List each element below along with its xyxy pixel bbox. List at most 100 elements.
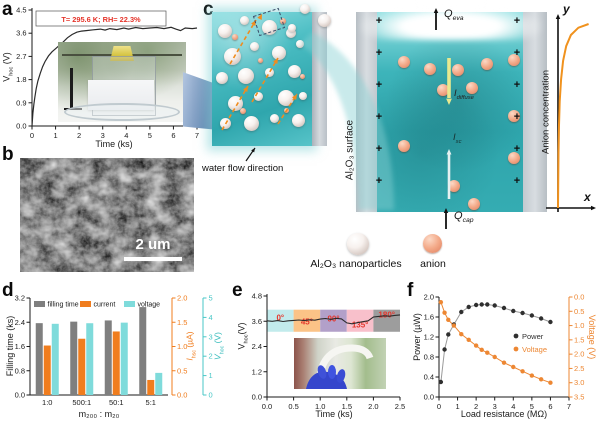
anion-icon: [452, 64, 464, 76]
category-label: 1:0: [42, 398, 52, 407]
x-tick-label: 1.5: [342, 402, 352, 411]
sem-noise-fine: [20, 158, 194, 272]
q-cap-label: Qcap: [454, 210, 474, 224]
voltage-point: [479, 347, 484, 353]
power-point: [459, 309, 464, 315]
anion-icon: [280, 18, 286, 24]
flow-arrowhead: [243, 86, 248, 92]
label-sub: sc: [455, 138, 462, 145]
y-axis-symbol: y: [563, 2, 570, 16]
voltage-point: [466, 337, 471, 343]
x-tick-label: 4: [124, 131, 128, 140]
al2o3-nanoparticle-icon: [288, 65, 301, 78]
voltage-tick-label: 1: [209, 371, 213, 380]
flow-arrow: [277, 93, 298, 125]
angle-label: 45°: [301, 318, 313, 327]
anion-icon: [481, 58, 493, 70]
y-tick-label: 0.0: [16, 122, 26, 131]
anion-icon: [240, 108, 246, 114]
y-tick-label: 0.8: [15, 366, 25, 375]
al2o3-nanoparticle-icon: [286, 28, 296, 38]
al2o3-nanoparticle-icon: [272, 46, 286, 60]
x-tick-label: 3: [101, 131, 105, 140]
y-tick-label: 0.0: [252, 393, 262, 402]
category-label: 5:1: [146, 398, 156, 407]
charge-plus: +: [376, 47, 382, 59]
i-diffuse-label: Idiffuse: [454, 88, 474, 101]
anion-icon: [424, 63, 436, 75]
y2-tick-label: 2.5: [574, 364, 584, 373]
y-tick-label: 0.0: [424, 393, 434, 402]
voltage-point: [446, 317, 451, 323]
binder-clip-image: [110, 46, 134, 61]
legend-swatch: [124, 301, 135, 307]
al2o3-nanoparticle-icon: [244, 116, 259, 131]
label-unit: (V): [236, 322, 247, 335]
current-tick-label: 2.0: [177, 294, 187, 303]
bent-film-photo-art: [306, 344, 374, 389]
panel-e-y-axis-label: Vhoc(V): [237, 322, 250, 349]
panel-f-y2-axis-label: Voltage (V): [587, 314, 597, 360]
x-tick-label: 0.0: [262, 402, 272, 411]
power-point: [501, 305, 507, 311]
voltage-tick-label: 3: [209, 332, 213, 341]
y-tick-label: 4.8: [252, 292, 262, 301]
y-tick-label: 4.5: [16, 6, 26, 15]
al2o3-nanoparticle-icon: [278, 90, 294, 106]
q-eva-arrowhead: [433, 8, 439, 14]
voltage-point: [529, 373, 535, 378]
panel-a-chart: 0 1 2 3 4 5 6 7 0.0 0.9 1.8 2.7 3.6 4.5 T= 295.6 K; RH…: [16, 6, 199, 141]
panel-d-y-axis-label: Filling time (ks): [5, 315, 15, 377]
panel-b-label: b: [2, 144, 14, 165]
legend-power-label: Power: [522, 332, 544, 341]
nanoparticle-legend-label: Al₂O₃ nanoparticles: [310, 258, 402, 270]
y-tick-label: 0.4: [424, 373, 434, 382]
voltage-tick-label: 2: [209, 352, 213, 361]
panel-f-y-axis-label: Power (µW): [412, 313, 422, 361]
y2-tick-label: 1.5: [574, 335, 584, 344]
label-unit: (µA): [184, 331, 195, 351]
bar-filling-time: [35, 323, 43, 395]
blue-glove-image: [306, 371, 347, 389]
flow-arrow: [229, 19, 257, 65]
power-point: [479, 302, 484, 307]
q-eva-label: Qeva: [444, 8, 464, 22]
y-tick-label: 2.7: [16, 52, 26, 61]
annotation-box: [35, 10, 167, 27]
legend-voltage-label: Voltage: [522, 345, 547, 354]
y-tick-label: 1.2: [252, 367, 262, 376]
panel-f-x-axis-label: Load resistance (MΩ): [460, 409, 548, 419]
petri-dish-image: [64, 103, 180, 121]
x-tick-label: 4: [511, 402, 515, 411]
x-tick-label: 6: [171, 131, 175, 140]
anion-icon: [232, 34, 238, 40]
power-point: [485, 302, 490, 307]
y-tick-label: 3.6: [252, 317, 262, 326]
label-base: Q: [454, 210, 463, 222]
power-point: [442, 347, 447, 352]
x-tick-label: 2.5: [395, 402, 405, 411]
legend-label: filling time: [48, 302, 79, 309]
label-sub: hsc: [191, 350, 198, 359]
scale-bar: [124, 257, 182, 261]
voltage-tick-label: 0: [209, 391, 213, 400]
label-unit: (V): [1, 52, 12, 67]
charge-plus: +: [376, 111, 382, 123]
charge-plus: +: [514, 143, 520, 155]
bar-current: [78, 338, 86, 395]
y-tick-label: 1.6: [15, 342, 25, 351]
x-tick-label: 2: [474, 402, 478, 411]
voltage-point: [520, 369, 525, 374]
x-tick-label: 1.0: [315, 402, 325, 411]
lens-wedge: [300, 32, 394, 210]
legend-power-dot: [513, 333, 519, 339]
x-tick-label: 7: [567, 402, 571, 411]
angle-label: 135°: [352, 321, 369, 330]
panel-a-x-axis-label: Time (ks): [95, 139, 133, 149]
y2-tick-label: 3.0: [574, 378, 584, 387]
legend-voltage-dot: [513, 346, 519, 352]
i-sc-arrowhead: [446, 149, 452, 155]
scale-bar-label: 2 um: [135, 236, 171, 253]
y-tick-label: 0.9: [16, 98, 26, 107]
i-sc-label: Isc: [453, 132, 462, 145]
